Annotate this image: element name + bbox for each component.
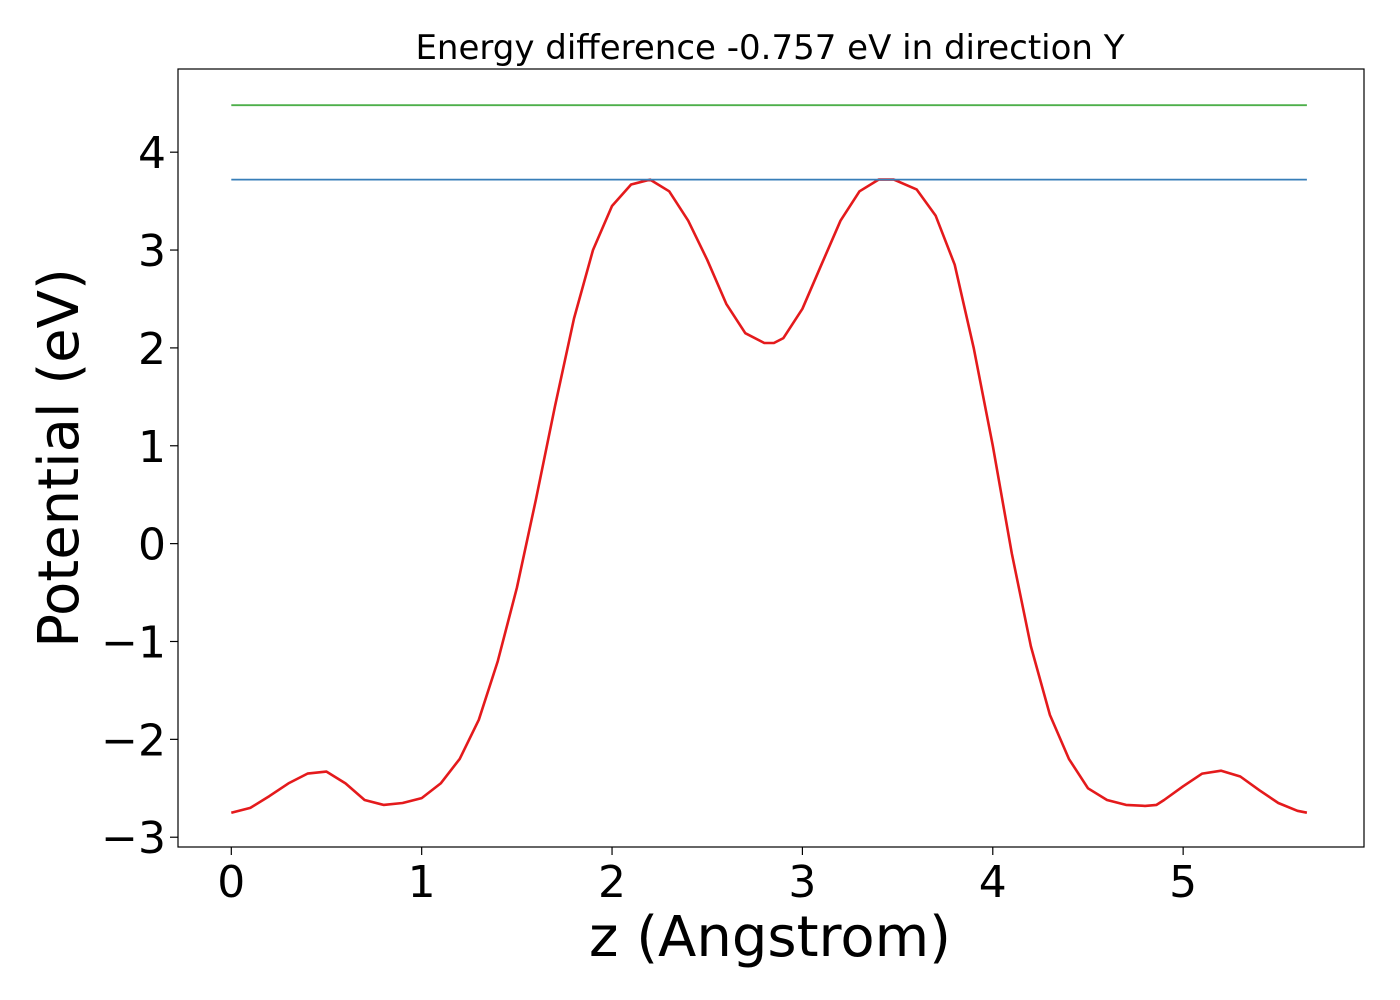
y-axis: −3 −2 −1 0 1 2 3 4: [101, 128, 178, 864]
x-tick-label: 3: [788, 857, 816, 908]
y-tick-label: 4: [138, 128, 166, 179]
x-tick-label: 5: [1169, 857, 1197, 908]
y-tick-label: 0: [138, 520, 166, 571]
x-tick-label: 2: [598, 857, 626, 908]
y-tick-label: 1: [138, 422, 166, 473]
x-tick-label: 4: [979, 857, 1007, 908]
y-tick-label: −2: [101, 715, 166, 766]
x-axis-label: z (Angstrom): [589, 905, 951, 970]
plot-frame: [177, 68, 1365, 848]
plot-area: [177, 68, 1365, 848]
y-tick-label: 2: [138, 324, 166, 375]
y-tick-label: −3: [101, 813, 166, 864]
series-line-1: [230, 178, 1308, 814]
y-axis-label: Potential (eV): [27, 268, 92, 648]
chart-title: Energy difference -0.757 eV in direction…: [415, 28, 1124, 68]
y-tick-label: 3: [138, 226, 166, 277]
x-tick-label: 1: [408, 857, 436, 908]
series-layer: [230, 104, 1308, 814]
x-axis: 0 1 2 3 4 5: [217, 847, 1197, 908]
y-tick-label: −1: [101, 617, 166, 668]
x-tick-label: 0: [217, 857, 245, 908]
